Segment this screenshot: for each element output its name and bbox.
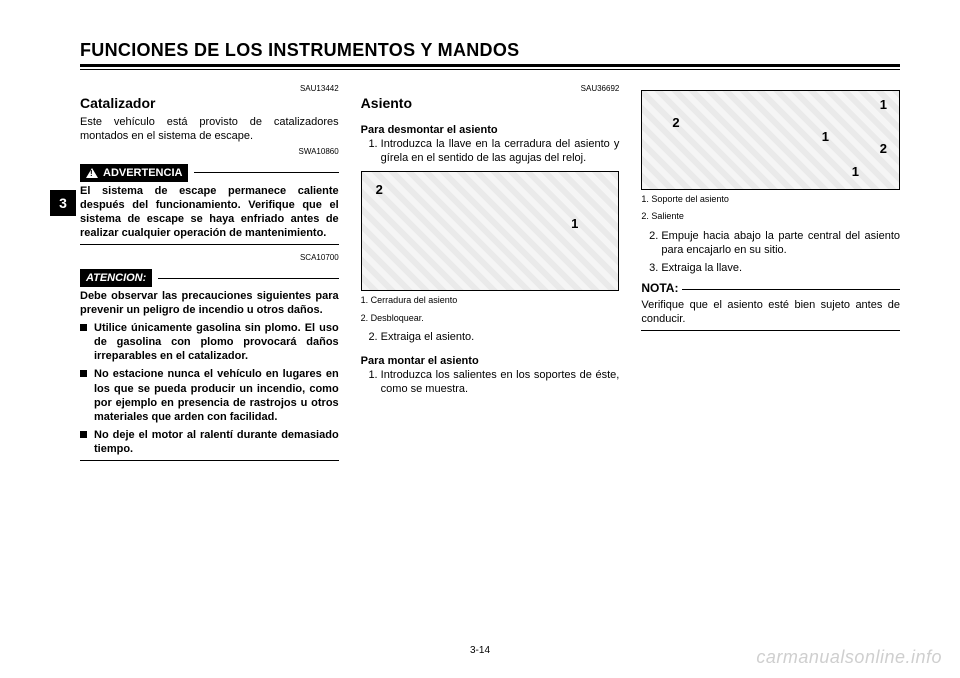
step-item: Introduzca la llave en la cerradura del … bbox=[381, 137, 620, 165]
page-title: FUNCIONES DE LOS INSTRUMENTOS Y MANDOS bbox=[80, 40, 900, 61]
nota-label: NOTA: bbox=[641, 281, 678, 296]
chapter-tab: 3 bbox=[50, 190, 76, 216]
refcode: SWA10860 bbox=[80, 147, 339, 157]
header-rule-thin bbox=[80, 69, 900, 70]
refcode: SCA10700 bbox=[80, 253, 339, 263]
atencion-box: ATENCION: bbox=[80, 269, 152, 287]
figure-label-2: 2 bbox=[880, 141, 887, 158]
step-item: Introduzca los salientes en los soportes… bbox=[381, 368, 620, 396]
figure-label-2: 2 bbox=[672, 115, 679, 132]
advertencia-label: ADVERTENCIA bbox=[103, 166, 182, 180]
intro-para: Este vehículo está provisto de catalizad… bbox=[80, 115, 339, 143]
column-1: SAU13442 Catalizador Este vehículo está … bbox=[80, 84, 339, 469]
figure-caption: 2. Desbloquear. bbox=[361, 313, 620, 324]
callout-rule bbox=[194, 172, 338, 173]
header-rule-thick bbox=[80, 64, 900, 67]
figure-label-1: 1 bbox=[852, 164, 859, 181]
desmontar-steps: Introduzca la llave en la cerradura del … bbox=[361, 137, 620, 165]
figure-caption: 1. Cerradura del asiento bbox=[361, 295, 620, 306]
figure-label-1: 1 bbox=[822, 129, 829, 146]
figure-caption: 1. Soporte del asiento bbox=[641, 194, 900, 205]
montar-steps: Introduzca los salientes en los soportes… bbox=[361, 368, 620, 396]
watermark: carmanualsonline.info bbox=[756, 647, 942, 668]
figure-label-1: 1 bbox=[880, 97, 887, 114]
desmontar-steps-2: Extraiga el asiento. bbox=[361, 330, 620, 344]
callout-rule bbox=[158, 278, 338, 279]
end-rule bbox=[80, 460, 339, 461]
figure-label-2: 2 bbox=[376, 182, 383, 199]
bullet-item: Utilice únicamente gasolina sin plomo. E… bbox=[80, 321, 339, 363]
warning-triangle-icon bbox=[86, 168, 98, 178]
section-title-catalizador: Catalizador bbox=[80, 95, 339, 113]
figure-seat-lock: 2 1 bbox=[361, 171, 620, 291]
step-item: Empuje hacia abajo la parte central del … bbox=[661, 229, 900, 257]
atencion-row: ATENCION: bbox=[80, 269, 339, 287]
atencion-lead: Debe observar las precauciones siguiente… bbox=[80, 289, 339, 317]
nota-body: Verifique que el asiento esté bien sujet… bbox=[641, 298, 900, 326]
figure-caption: 2. Saliente bbox=[641, 211, 900, 222]
atencion-label: ATENCION: bbox=[86, 271, 146, 285]
column-3: 1 2 1 2 1 1. Soporte del asiento 2. Sali… bbox=[641, 84, 900, 469]
step-item: Extraiga el asiento. bbox=[381, 330, 620, 344]
figure-seat-mount: 1 2 1 2 1 bbox=[641, 90, 900, 190]
end-rule bbox=[641, 330, 900, 331]
subheading-desmontar: Para desmontar el asiento bbox=[361, 123, 620, 137]
subheading-montar: Para montar el asiento bbox=[361, 354, 620, 368]
montar-steps-2: Empuje hacia abajo la parte central del … bbox=[641, 229, 900, 275]
bullet-item: No estacione nunca el vehículo en lugare… bbox=[80, 367, 339, 423]
section-title-asiento: Asiento bbox=[361, 95, 620, 113]
advertencia-row: ADVERTENCIA bbox=[80, 164, 339, 182]
step-item: Extraiga la llave. bbox=[661, 261, 900, 275]
advertencia-box: ADVERTENCIA bbox=[80, 164, 188, 182]
manual-page: FUNCIONES DE LOS INSTRUMENTOS Y MANDOS 3… bbox=[0, 0, 960, 678]
advertencia-body: El sistema de escape permanece caliente … bbox=[80, 184, 339, 240]
atencion-bullets: Utilice únicamente gasolina sin plomo. E… bbox=[80, 321, 339, 456]
end-rule bbox=[80, 244, 339, 245]
body-columns: SAU13442 Catalizador Este vehículo está … bbox=[80, 84, 900, 469]
nota-rule bbox=[682, 289, 900, 290]
nota-row: NOTA: bbox=[641, 281, 900, 296]
column-2: SAU36692 Asiento Para desmontar el asien… bbox=[361, 84, 620, 469]
refcode: SAU13442 bbox=[80, 84, 339, 94]
refcode: SAU36692 bbox=[361, 84, 620, 94]
figure-label-1: 1 bbox=[571, 216, 578, 233]
bullet-item: No deje el motor al ralentí durante dema… bbox=[80, 428, 339, 456]
